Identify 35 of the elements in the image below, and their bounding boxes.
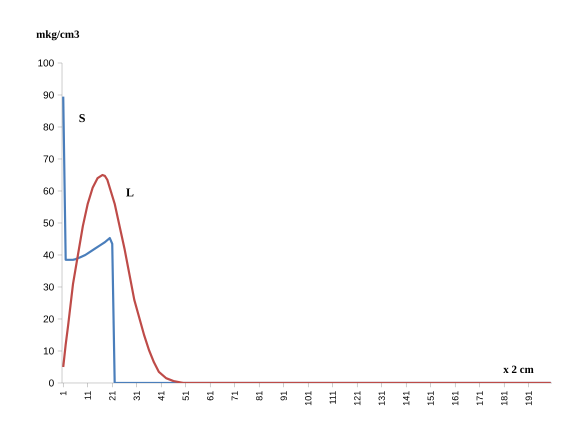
- y-tick-label: 70: [44, 155, 54, 163]
- y-tick-label: 20: [44, 315, 54, 323]
- x-axis-title: x 2 cm: [503, 366, 534, 374]
- x-tick-label: 141: [403, 391, 410, 406]
- x-tick-label: 91: [280, 391, 287, 400]
- x-tick-label: 101: [305, 391, 312, 406]
- x-tick-label: 51: [182, 391, 189, 400]
- x-tick-label: 111: [330, 391, 336, 404]
- x-tick-label: 131: [378, 391, 385, 406]
- x-tick-label: 61: [207, 391, 214, 400]
- y-tick-label: 90: [44, 91, 54, 99]
- x-tick-label: 121: [354, 391, 360, 406]
- x-tick-label: 191: [526, 391, 532, 406]
- x-tick-label: 11: [84, 391, 91, 400]
- y-tick-label: 30: [43, 283, 54, 291]
- y-tick-label: 80: [44, 123, 54, 131]
- y-tick-label: 40: [43, 251, 54, 259]
- y-tick-label: 10: [44, 347, 54, 355]
- x-tick-label: 81: [256, 391, 262, 400]
- y-tick-label: 100: [38, 59, 54, 67]
- y-tick-label: 60: [44, 187, 54, 195]
- y-tick-label: 50: [43, 219, 54, 227]
- x-tick-label: 41: [158, 391, 164, 401]
- x-tick-label: 161: [452, 391, 458, 406]
- x-tick-label: 71: [232, 391, 238, 400]
- x-tick-label: 31: [134, 391, 140, 400]
- series-label: S: [79, 114, 85, 122]
- x-tick-label: 151: [428, 391, 434, 406]
- y-axis-title: mkg/cm3: [36, 30, 80, 40]
- x-tick-label: 171: [476, 391, 483, 406]
- x-tick-label: 21: [109, 391, 116, 400]
- x-tick-label: 1: [60, 391, 66, 396]
- series-label: L: [126, 188, 134, 196]
- y-tick-label: 0: [49, 379, 54, 387]
- x-tick-label: 181: [501, 391, 508, 406]
